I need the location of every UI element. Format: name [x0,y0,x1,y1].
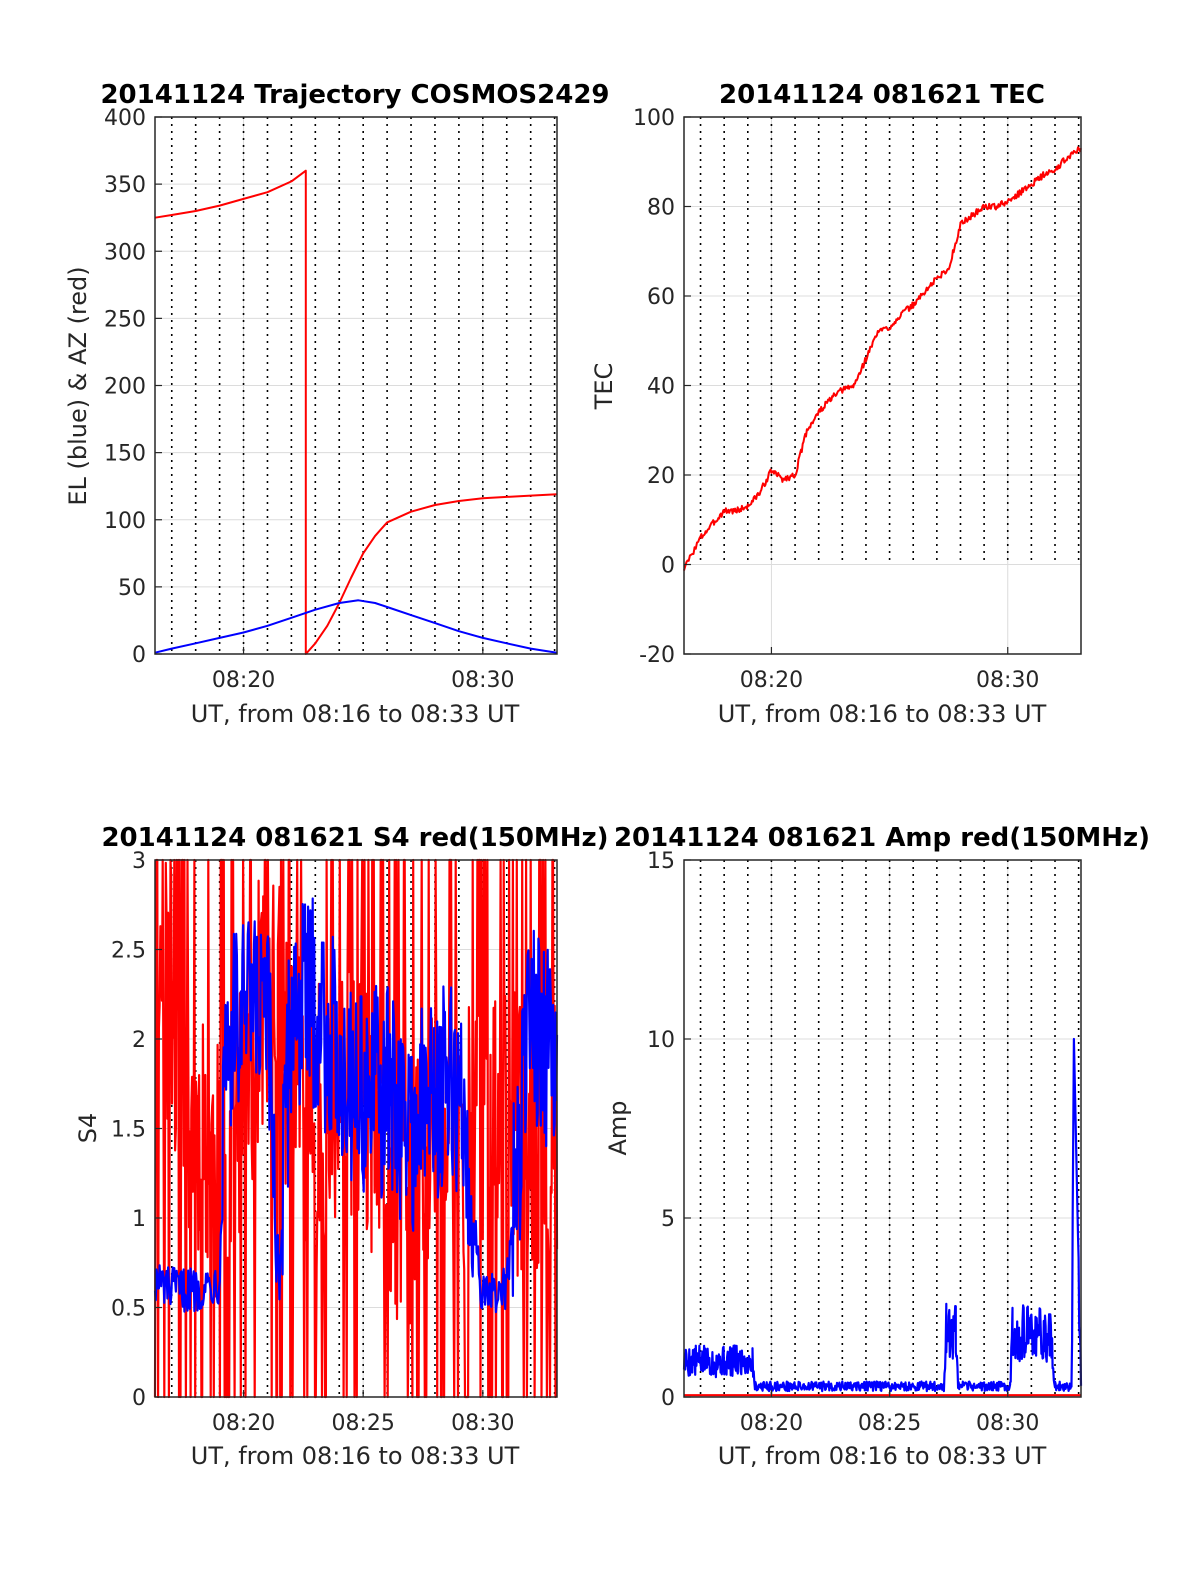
x-tick-label: 08:20 [212,1411,275,1436]
y-tick-label: 100 [633,106,675,131]
y-tick-label: 100 [104,509,146,534]
s4-title: 20141124 081621 S4 red(150MHz) [101,823,608,853]
amp-plot: 20141124 081621 Amp red(150MHz) UT, from… [604,823,1150,1470]
y-tick-label: 0.5 [111,1297,146,1322]
x-tick-label: 08:30 [976,1411,1039,1436]
y-tick-label: 40 [647,375,675,400]
y-tick-label: 1.5 [111,1118,146,1143]
tec-plot: 20141124 081621 TEC UT, from 08:16 to 08… [590,80,1082,728]
y-tick-label: 200 [104,375,146,400]
tec-xlabel: UT, from 08:16 to 08:33 UT [718,700,1047,728]
y-tick-label: 3 [132,849,146,874]
x-tick-label: 08:30 [976,668,1039,693]
y-tick-label: 0 [132,643,146,668]
y-tick-label: 0 [132,1386,146,1411]
x-tick-label: 08:20 [212,668,275,693]
x-tick-label: 08:30 [451,1411,514,1436]
y-tick-label: 80 [647,196,675,221]
amp-title: 20141124 081621 Amp red(150MHz) [614,823,1150,853]
y-tick-label: -20 [639,643,675,668]
s4-plot: 20141124 081621 S4 red(150MHz) UT, from … [74,823,609,1470]
s4-ylabel: S4 [74,1113,102,1144]
y-tick-label: 150 [104,442,146,467]
y-tick-label: 50 [118,576,146,601]
series-line-1 [154,599,558,654]
tec-ylabel: TEC [590,363,618,411]
x-tick-label: 08:25 [331,1411,394,1436]
y-tick-label: 1 [132,1207,146,1232]
y-tick-label: 0 [661,1386,675,1411]
trajectory-plot: 20141124 Trajectory COSMOS2429 UT, from … [64,80,610,728]
axes-frame [683,859,1082,1398]
series-line-0 [683,146,1082,571]
series-line-0 [682,1037,1083,1393]
trajectory-xlabel: UT, from 08:16 to 08:33 UT [191,700,520,728]
y-tick-label: 350 [104,173,146,198]
trajectory-title: 20141124 Trajectory COSMOS2429 [100,80,609,110]
y-tick-label: 10 [647,1028,675,1053]
x-tick-label: 08:20 [740,668,803,693]
amp-xlabel: UT, from 08:16 to 08:33 UT [718,1442,1047,1470]
y-tick-label: 400 [104,106,146,131]
s4-xlabel: UT, from 08:16 to 08:33 UT [191,1442,520,1470]
trajectory-ylabel: EL (blue) & AZ (red) [64,266,92,505]
y-tick-label: 300 [104,240,146,265]
y-tick-label: 5 [661,1207,675,1232]
y-tick-label: 20 [647,464,675,489]
y-tick-label: 0 [661,554,675,579]
y-tick-label: 15 [647,849,675,874]
axes-background [684,860,1081,1397]
tec-title: 20141124 081621 TEC [719,80,1045,110]
x-tick-label: 08:30 [451,668,514,693]
x-tick-label: 08:20 [740,1411,803,1436]
amp-ylabel: Amp [604,1100,632,1155]
series-line-1 [153,897,559,1314]
y-tick-label: 60 [647,285,675,310]
x-tick-label: 08:25 [858,1411,921,1436]
y-tick-label: 2.5 [111,939,146,964]
y-tick-label: 2 [132,1028,146,1053]
y-tick-label: 250 [104,307,146,332]
